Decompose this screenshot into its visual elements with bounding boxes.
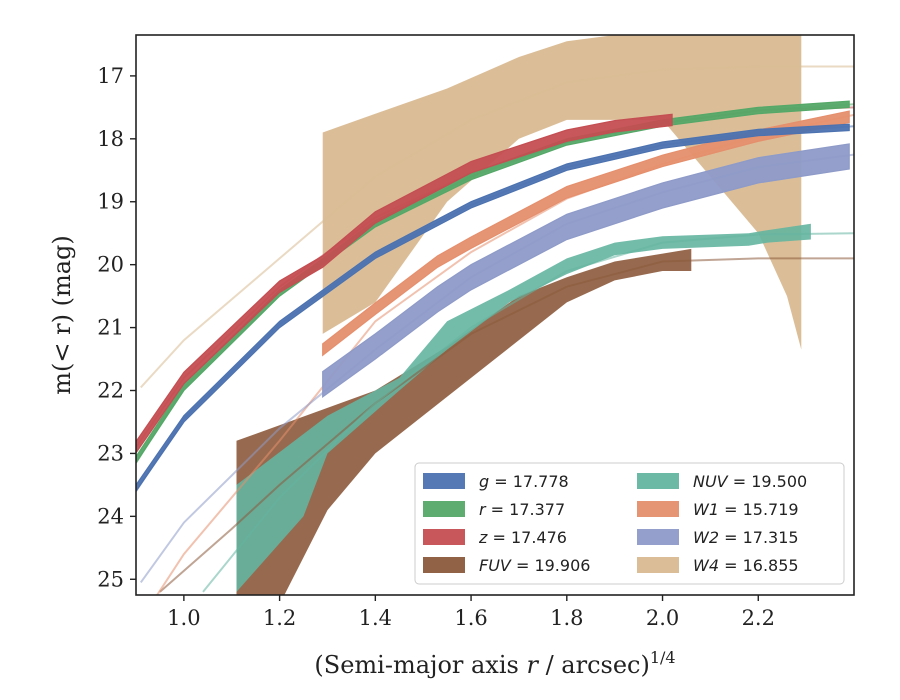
x-tick-label: 1.4 — [359, 606, 392, 630]
legend-swatch-w1 — [637, 501, 679, 517]
legend: g = 17.778 r = 17.377 z = 17.476 FUV = 19.9… — [414, 462, 845, 585]
plot-frame — [135, 34, 855, 596]
data-band-w1 — [322, 110, 850, 357]
y-tick-label: 23 — [97, 441, 124, 465]
data-band-w2 — [322, 143, 850, 398]
legend-label-w4: W4 = 16.855 — [693, 556, 799, 575]
x-tick-label: 2.2 — [742, 606, 775, 630]
legend-label-g: g = 17.778 — [479, 472, 569, 491]
legend-swatch-w2 — [637, 529, 679, 545]
y-tick-label: 24 — [97, 504, 124, 528]
band-nuv — [236, 223, 811, 592]
legend-swatch-r — [423, 501, 465, 517]
legend-label-z: z = 17.476 — [478, 528, 567, 547]
legend-swatch-g — [423, 473, 465, 489]
y-tick-label: 19 — [97, 190, 124, 214]
legend-label-w2: W2 = 17.315 — [693, 528, 799, 547]
y-axis-title: m(< r) (mag) — [48, 235, 76, 394]
legend-swatch-z — [423, 529, 465, 545]
series-layer — [136, 35, 854, 595]
legend-label-nuv: NUV = 19.500 — [693, 472, 807, 491]
legend-swatch-fuv — [423, 557, 465, 573]
model-line-w4 — [140, 65, 854, 389]
x-tick-label: 2.0 — [646, 606, 679, 630]
y-tick-label: 21 — [97, 316, 124, 340]
band-w4 — [322, 35, 802, 350]
y-axis: 17 18 19 20 21 22 23 24 25 — [97, 64, 136, 591]
x-tick-label: 1.6 — [454, 606, 487, 630]
y-tick-label: 17 — [97, 64, 124, 88]
legend-label-fuv: FUV = 19.906 — [479, 556, 590, 575]
x-axis-title: (Semi-major axis r / arcsec)1/4 — [314, 648, 675, 679]
legend-swatch-nuv — [637, 473, 679, 489]
y-tick-label: 22 — [97, 379, 124, 403]
x-tick-label: 1.8 — [550, 606, 583, 630]
x-axis: 1.0 1.2 1.4 1.6 1.8 2.0 2.2 — [167, 595, 775, 630]
y-tick-label: 20 — [97, 253, 124, 277]
legend-frame — [414, 462, 845, 585]
x-tick-label: 1.0 — [167, 606, 200, 630]
x-tick-label: 1.2 — [263, 606, 296, 630]
model-line-nuv — [202, 232, 854, 593]
legend-label-w1: W1 = 15.719 — [693, 500, 799, 519]
model-line-fuv — [159, 257, 854, 593]
data-band-g — [136, 123, 850, 493]
y-tick-label: 18 — [97, 127, 124, 151]
data-band-z — [136, 113, 673, 454]
legend-swatch-w4 — [637, 557, 679, 573]
legend-label-r: r = 17.377 — [479, 500, 565, 519]
y-tick-label: 25 — [97, 567, 124, 591]
